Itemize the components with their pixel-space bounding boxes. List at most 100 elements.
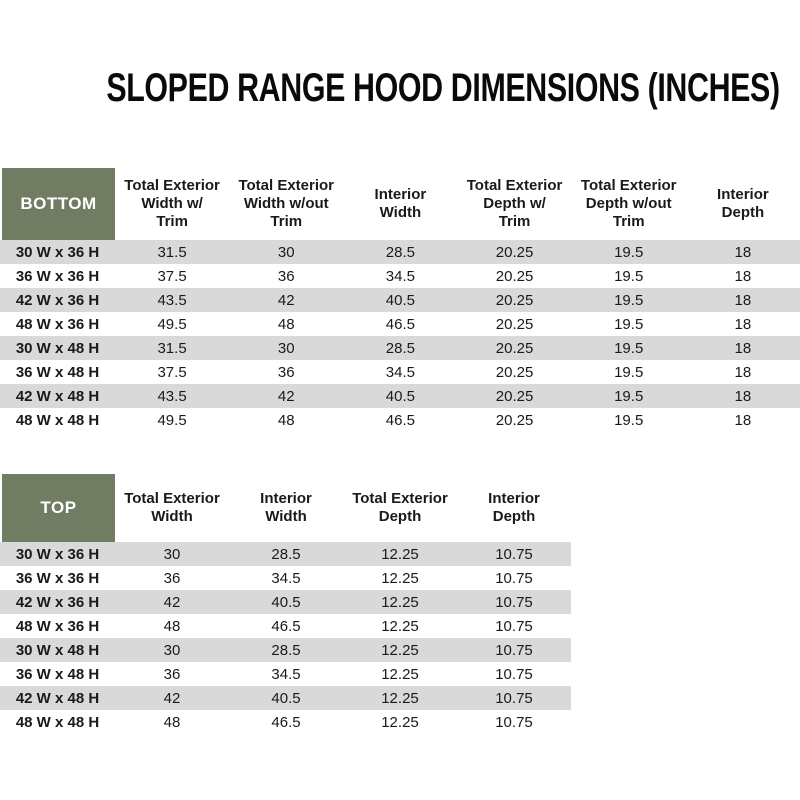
dimension-value: 12.25: [381, 569, 419, 587]
dimension-value: 20.25: [495, 339, 534, 357]
table-row: 30 W x 36 H 30 28.5 12.25 10.75: [0, 542, 571, 566]
table-row: 48 W x 48 H 49.5 48 46.5 20.25 19.5 18: [0, 408, 800, 432]
dimension-value: 19.5: [614, 363, 644, 381]
top-corner-label: TOP: [2, 474, 115, 542]
row-label: 48 W x 48 H: [15, 713, 100, 731]
dimension-value: 42: [163, 689, 181, 707]
dimension-value: 19.5: [614, 291, 644, 309]
bottom-header-row: BOTTOM Total Exterior Width w/ Trim Total…: [0, 168, 800, 240]
dimension-value: 12.25: [381, 617, 419, 635]
row-label: 36 W x 36 H: [15, 569, 100, 587]
bottom-column-header-2: Interior Width: [374, 185, 427, 221]
row-label: 36 W x 36 H: [15, 267, 100, 285]
dimension-value: 19.5: [614, 411, 644, 429]
dimension-value: 48: [277, 411, 295, 429]
dimension-value: 18: [734, 339, 752, 357]
dimension-value: 46.5: [271, 617, 301, 635]
table-row: 48 W x 36 H 48 46.5 12.25 10.75: [0, 614, 571, 638]
dimension-value: 28.5: [385, 243, 415, 261]
dimension-value: 19.5: [614, 243, 644, 261]
table-row: 42 W x 36 H 43.5 42 40.5 20.25 19.5 18: [0, 288, 800, 312]
bottom-corner-cell: BOTTOM: [0, 168, 115, 240]
table-row: 48 W x 48 H 48 46.5 12.25 10.75: [0, 710, 571, 734]
dimension-value: 12.25: [381, 713, 419, 731]
dimension-value: 31.5: [157, 339, 187, 357]
bottom-column-header-5: Interior Depth: [717, 185, 769, 221]
dimension-value: 36: [163, 665, 181, 683]
row-label: 42 W x 48 H: [15, 689, 100, 707]
dimension-value: 10.75: [495, 569, 533, 587]
dimension-value: 18: [734, 315, 752, 333]
dimension-value: 18: [734, 363, 752, 381]
dimension-value: 20.25: [495, 411, 534, 429]
table-row: 36 W x 48 H 37.5 36 34.5 20.25 19.5 18: [0, 360, 800, 384]
dimension-value: 28.5: [385, 339, 415, 357]
row-label: 30 W x 48 H: [15, 339, 100, 357]
dimension-value: 48: [277, 315, 295, 333]
dimension-value: 40.5: [271, 593, 301, 611]
dimension-value: 30: [277, 243, 295, 261]
dimension-value: 49.5: [157, 315, 187, 333]
dimension-value: 48: [163, 617, 181, 635]
top-column-header-2: Total Exterior Depth: [352, 489, 448, 525]
dimension-value: 20.25: [495, 315, 534, 333]
row-label: 48 W x 36 H: [15, 617, 100, 635]
dimension-value: 18: [734, 267, 752, 285]
top-column-header-3: Interior Depth: [488, 489, 540, 525]
dimension-value: 12.25: [381, 689, 419, 707]
top-column-header-1: Interior Width: [260, 489, 312, 525]
table-row: 42 W x 48 H 42 40.5 12.25 10.75: [0, 686, 571, 710]
dimension-value: 30: [277, 339, 295, 357]
dimension-value: 34.5: [271, 569, 301, 587]
dimension-value: 12.25: [381, 641, 419, 659]
dimension-value: 31.5: [157, 243, 187, 261]
table-row: 42 W x 48 H 43.5 42 40.5 20.25 19.5 18: [0, 384, 800, 408]
dimension-value: 10.75: [495, 665, 533, 683]
dimension-value: 12.25: [381, 545, 419, 563]
row-label: 30 W x 48 H: [15, 641, 100, 659]
dimension-value: 10.75: [495, 545, 533, 563]
table-row: 30 W x 36 H 31.5 30 28.5 20.25 19.5 18: [0, 240, 800, 264]
dimension-value: 46.5: [385, 411, 415, 429]
dimension-value: 34.5: [271, 665, 301, 683]
dimension-value: 43.5: [157, 387, 187, 405]
row-label: 30 W x 36 H: [15, 545, 100, 563]
dimension-value: 48: [163, 713, 181, 731]
table-row: 30 W x 48 H 30 28.5 12.25 10.75: [0, 638, 571, 662]
dimension-value: 20.25: [495, 291, 534, 309]
row-label: 48 W x 36 H: [15, 315, 100, 333]
dimension-value: 28.5: [271, 641, 301, 659]
dimension-value: 19.5: [614, 315, 644, 333]
dimension-value: 36: [277, 363, 295, 381]
table-row: 36 W x 36 H 36 34.5 12.25 10.75: [0, 566, 571, 590]
dimension-value: 46.5: [385, 315, 415, 333]
dimension-value: 10.75: [495, 617, 533, 635]
dimension-value: 42: [163, 593, 181, 611]
bottom-column-header-3: Total Exterior Depth w/ Trim: [466, 176, 563, 231]
dimension-value: 20.25: [495, 267, 534, 285]
table-row: 36 W x 48 H 36 34.5 12.25 10.75: [0, 662, 571, 686]
bottom-column-header-0: Total Exterior Width w/ Trim: [124, 176, 220, 231]
bottom-column-header-1: Total Exterior Width w/out Trim: [238, 176, 335, 231]
dimension-value: 19.5: [614, 339, 644, 357]
dimension-value: 43.5: [157, 291, 187, 309]
top-column-header-0: Total Exterior Width: [124, 489, 220, 525]
page-title: SLOPED RANGE HOOD DIMENSIONS (INCHES): [0, 66, 800, 111]
dimension-value: 18: [734, 411, 752, 429]
dimension-value: 42: [277, 387, 295, 405]
dimension-value: 18: [734, 291, 752, 309]
dimension-value: 40.5: [385, 291, 415, 309]
dimension-value: 12.25: [381, 665, 419, 683]
dimension-value: 36: [277, 267, 295, 285]
row-label: 36 W x 48 H: [15, 665, 100, 683]
top-corner-cell: TOP: [0, 474, 115, 542]
dimension-value: 40.5: [271, 689, 301, 707]
row-label: 42 W x 36 H: [15, 291, 100, 309]
dimension-value: 10.75: [495, 641, 533, 659]
dimension-value: 42: [277, 291, 295, 309]
table-row: 48 W x 36 H 49.5 48 46.5 20.25 19.5 18: [0, 312, 800, 336]
row-label: 48 W x 48 H: [15, 411, 100, 429]
bottom-column-header-4: Total Exterior Depth w/out Trim: [580, 176, 677, 231]
dimension-value: 20.25: [495, 363, 534, 381]
